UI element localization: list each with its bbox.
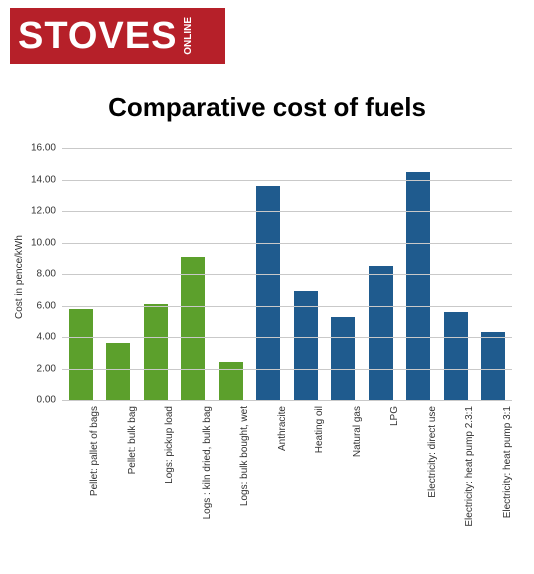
logo-sub-text: ONLINE [183, 17, 194, 55]
bar [106, 343, 130, 400]
y-tick-label: 14.00 [31, 174, 56, 185]
bar [331, 317, 355, 400]
x-tick-label: Natural gas [352, 406, 363, 457]
y-tick-label: 16.00 [31, 143, 56, 154]
bar [444, 312, 468, 400]
gridline [62, 337, 512, 338]
gridline [62, 211, 512, 212]
brand-logo: STOVES ONLINE [10, 8, 225, 64]
bar [369, 266, 393, 400]
y-tick-label: 12.00 [31, 206, 56, 217]
x-tick-label: Electricity: heat pump 3:1 [502, 406, 513, 518]
fuel-cost-chart: 0.002.004.006.008.0010.0012.0014.0016.00… [62, 148, 512, 400]
gridline [62, 180, 512, 181]
chart-title: Comparative cost of fuels [0, 92, 534, 123]
x-tick-label: Anthracite [277, 406, 288, 451]
gridline [62, 306, 512, 307]
bar [181, 257, 205, 400]
y-tick-label: 10.00 [31, 237, 56, 248]
y-tick-label: 6.00 [37, 300, 56, 311]
x-tick-label: Electricity: heat pump 2.3:1 [464, 406, 475, 527]
y-tick-label: 0.00 [37, 395, 56, 406]
bar [69, 309, 93, 400]
gridline [62, 148, 512, 149]
bar [481, 332, 505, 400]
bar [144, 304, 168, 400]
x-tick-label: Logs : kiln dried, bulk bag [202, 406, 213, 519]
gridline [62, 243, 512, 244]
x-tick-label: Electricity: direct use [427, 406, 438, 498]
y-tick-label: 4.00 [37, 332, 56, 343]
gridline [62, 400, 512, 401]
y-tick-label: 2.00 [37, 363, 56, 374]
x-tick-label: Heating oil [314, 406, 325, 453]
gridline [62, 369, 512, 370]
bar [406, 172, 430, 400]
y-axis-label: Cost in pence/kWh [14, 235, 25, 319]
gridline [62, 274, 512, 275]
plot-area: 0.002.004.006.008.0010.0012.0014.0016.00… [62, 148, 512, 400]
y-tick-label: 8.00 [37, 269, 56, 280]
x-tick-label: Pellet: bulk bag [127, 406, 138, 474]
logo-main-text: STOVES [18, 15, 177, 58]
x-tick-label: Logs: bulk bought, wet [239, 406, 250, 506]
x-tick-label: Pellet: pallet of bags [89, 406, 100, 496]
x-tick-label: LPG [389, 406, 400, 426]
x-tick-label: Logs: pickup load [164, 406, 175, 484]
bar [294, 291, 318, 400]
